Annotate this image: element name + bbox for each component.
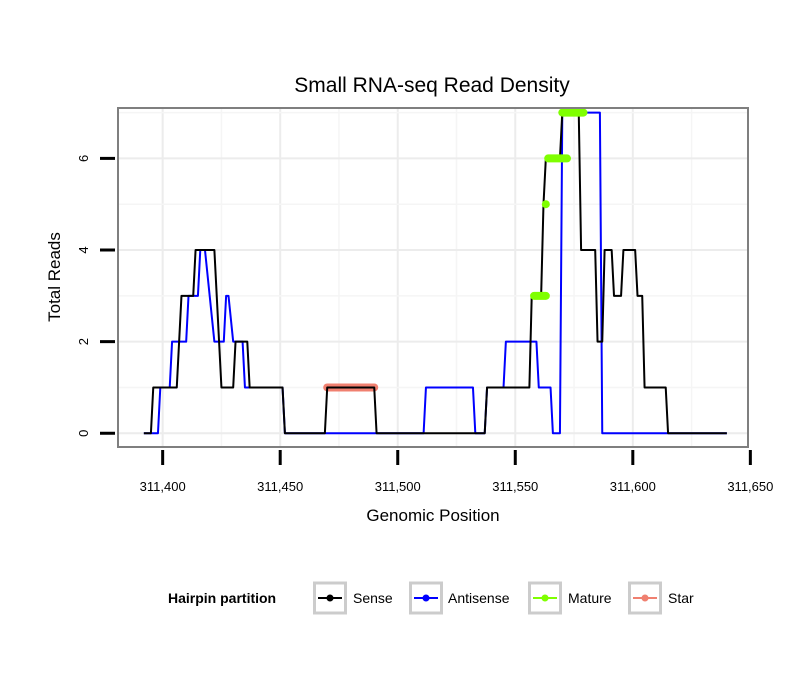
plot-panel — [118, 108, 748, 447]
legend-key-dot — [422, 594, 430, 602]
plot-border — [117, 107, 749, 448]
series-mature-point — [541, 200, 550, 209]
legend: Hairpin partition Sense Antisense Mature St… — [168, 581, 694, 615]
x-tick-label: 311,600 — [610, 479, 656, 494]
legend-item-antisense: Antisense — [409, 581, 510, 615]
chart-title: Small RNA-seq Read Density — [294, 74, 570, 97]
y-tick-label: 2 — [76, 338, 91, 345]
y-axis-label: Total Reads — [45, 232, 64, 322]
legend-key-dot — [541, 594, 549, 602]
legend-key-dot — [641, 594, 649, 602]
legend-label: Sense — [353, 590, 393, 606]
y-tick-label: 6 — [76, 155, 91, 162]
legend-item-mature: Mature — [528, 581, 612, 615]
legend-label: Antisense — [448, 590, 510, 606]
legend-title: Hairpin partition — [168, 590, 276, 606]
y-tick-label: 0 — [76, 430, 91, 437]
x-tick-label: 311,400 — [140, 479, 186, 494]
series-lines — [143, 108, 727, 435]
legend-label: Star — [668, 590, 694, 606]
legend-label: Mature — [568, 590, 612, 606]
legend-item-star: Star — [628, 581, 694, 615]
x-tick-label: 311,450 — [257, 479, 303, 494]
x-tick-label: 311,500 — [375, 479, 421, 494]
y-axis: 0 2 4 6 — [76, 155, 115, 437]
legend-item-sense: Sense — [313, 581, 393, 615]
legend-key-box — [313, 581, 347, 615]
legend-key-dot — [326, 594, 334, 602]
x-tick-label: 311,550 — [492, 479, 538, 494]
series-sense-line — [143, 111, 727, 435]
y-tick-label: 4 — [76, 246, 91, 253]
x-axis-label: Genomic Position — [366, 506, 499, 525]
x-axis: 311,400 311,450 311,500 311,550 311,600 311,6… — [140, 450, 773, 494]
x-tick-label: 311,650 — [727, 479, 773, 494]
